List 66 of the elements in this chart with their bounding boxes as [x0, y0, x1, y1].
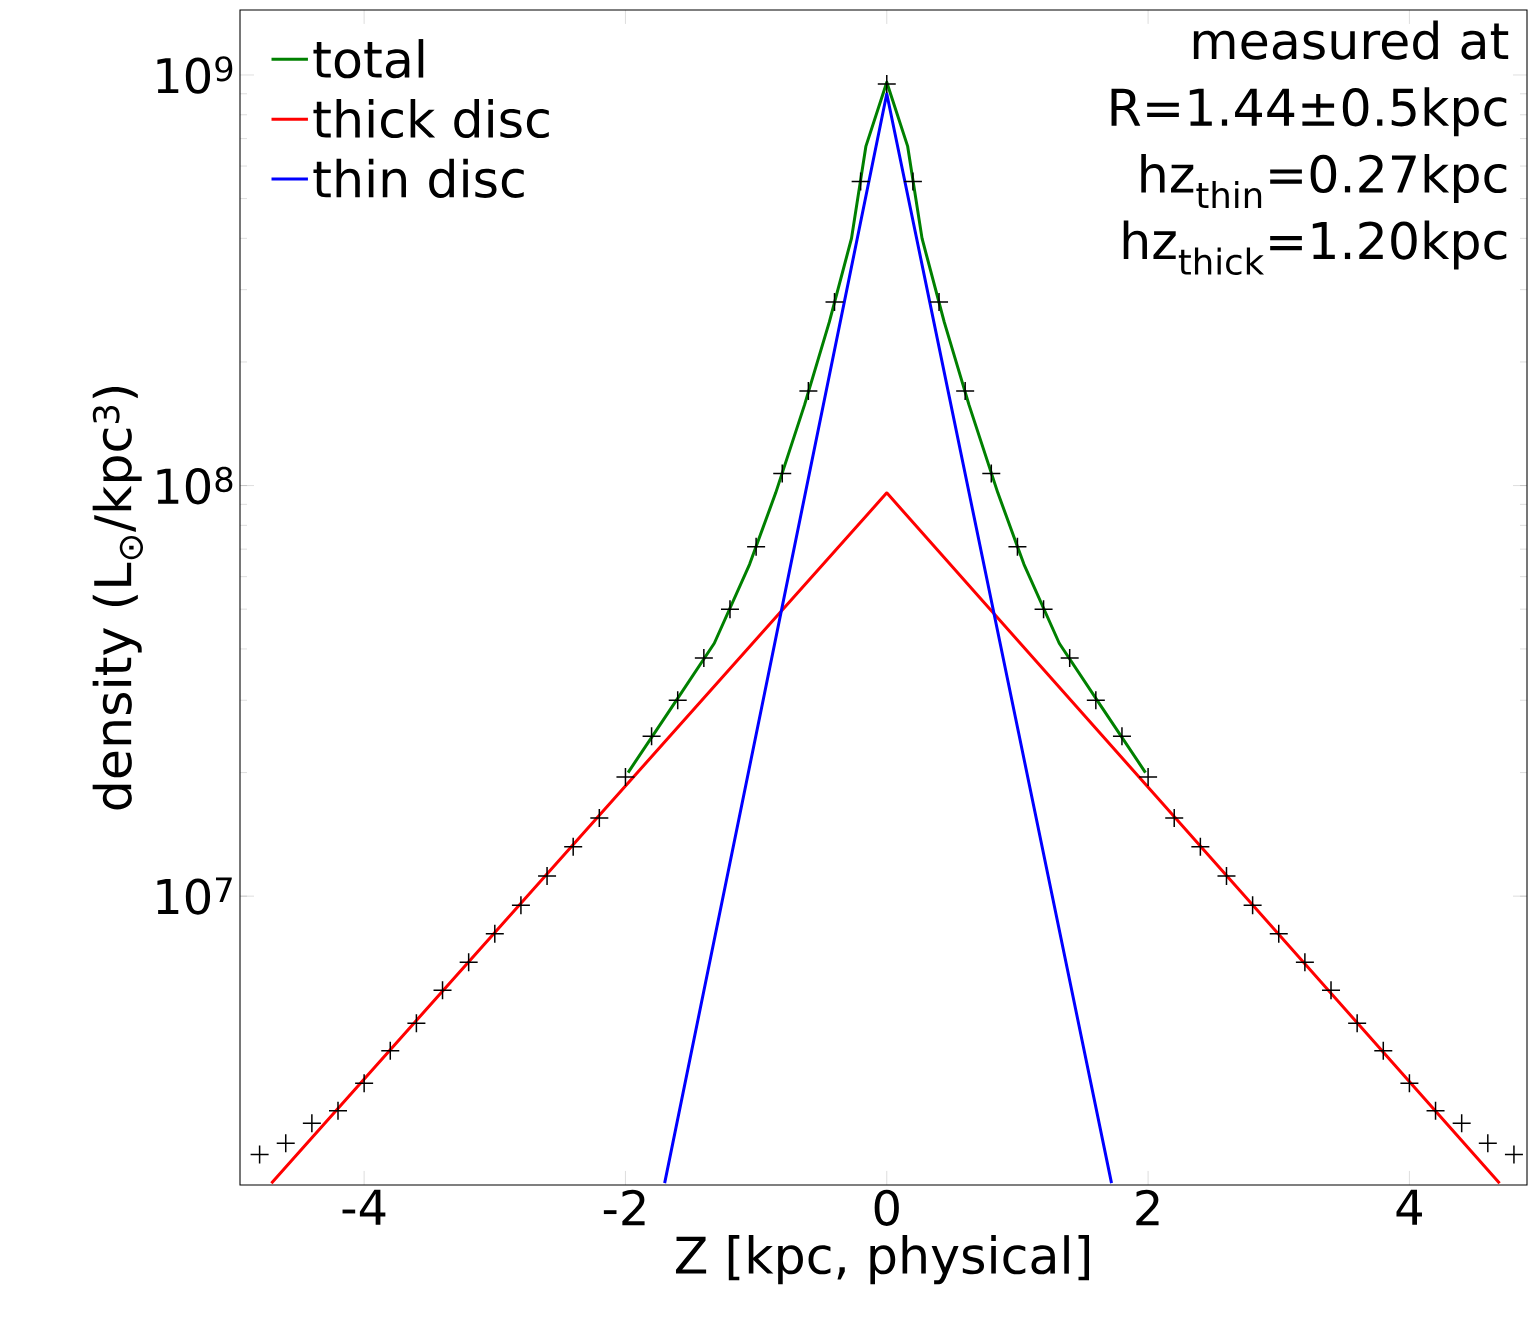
point: [877, 74, 897, 94]
point: [1059, 648, 1080, 668]
annotation: measured at: [1193, 20, 1509, 60]
legend-label: thin disc: [313, 158, 524, 198]
point: [1478, 1133, 1498, 1154]
point: [903, 171, 923, 192]
point: [1086, 690, 1106, 710]
point: [380, 1041, 401, 1061]
point: [850, 171, 871, 192]
point: [537, 866, 557, 886]
annotation: R=1.44±0.5kpc: [1111, 87, 1507, 137]
point: [694, 648, 714, 668]
point: [1164, 808, 1184, 828]
point: [1321, 980, 1341, 1000]
point: [1112, 726, 1132, 747]
y-tick-label: 10$^{7}$: [157, 877, 232, 915]
point: [589, 808, 610, 828]
point: [981, 463, 1002, 484]
point: [746, 536, 766, 557]
annotation: hz$_{thin}$=0.27kpc: [1141, 153, 1507, 208]
point: [720, 599, 740, 619]
x-tick-label: 0: [874, 1189, 899, 1226]
point: [929, 292, 949, 312]
point: [302, 1113, 322, 1133]
point: [432, 980, 453, 1000]
point: [1216, 866, 1237, 886]
x-tick-label: 2: [1136, 1189, 1159, 1226]
point: [955, 381, 975, 401]
point: [824, 292, 845, 312]
point: [1295, 952, 1315, 973]
annotation: hz$_{thick}$=1.20kpc: [1123, 220, 1507, 276]
point: [354, 1073, 374, 1094]
x-tick-label: 4: [1396, 1189, 1422, 1225]
point: [667, 690, 688, 710]
point: [1425, 1101, 1446, 1121]
point: [511, 895, 531, 916]
point: [1190, 836, 1211, 857]
point: [1242, 895, 1263, 916]
point: [328, 1101, 348, 1121]
point: [1007, 536, 1028, 557]
point: [1138, 767, 1158, 787]
point: [1033, 599, 1054, 619]
y-tick-label: 10$^{9}$: [157, 56, 233, 94]
point: [772, 463, 792, 484]
point: [1347, 1013, 1367, 1034]
point: [1373, 1041, 1394, 1061]
y-tick-label: 10$^{8}$: [157, 466, 233, 505]
legend-label: total: [313, 39, 424, 79]
point: [798, 381, 819, 401]
point: [485, 923, 505, 944]
point: [406, 1013, 427, 1034]
x-axis-title: Z [kpc, physical]: [675, 1235, 1090, 1285]
point: [615, 767, 636, 787]
point: [1269, 923, 1289, 944]
point: [1451, 1113, 1472, 1133]
point: [249, 1144, 270, 1165]
x-tick-label: -4: [342, 1189, 386, 1225]
point: [1504, 1144, 1524, 1165]
point: [458, 952, 479, 973]
legend-label: thick disc: [313, 98, 549, 139]
point: [1399, 1073, 1420, 1094]
point: [275, 1133, 296, 1154]
point: [563, 836, 583, 857]
point: [641, 726, 662, 747]
x-tick-label: -2: [603, 1189, 645, 1226]
y-axis-title: density (L$_{⊙}$/kpc$^{3}$): [92, 386, 144, 810]
